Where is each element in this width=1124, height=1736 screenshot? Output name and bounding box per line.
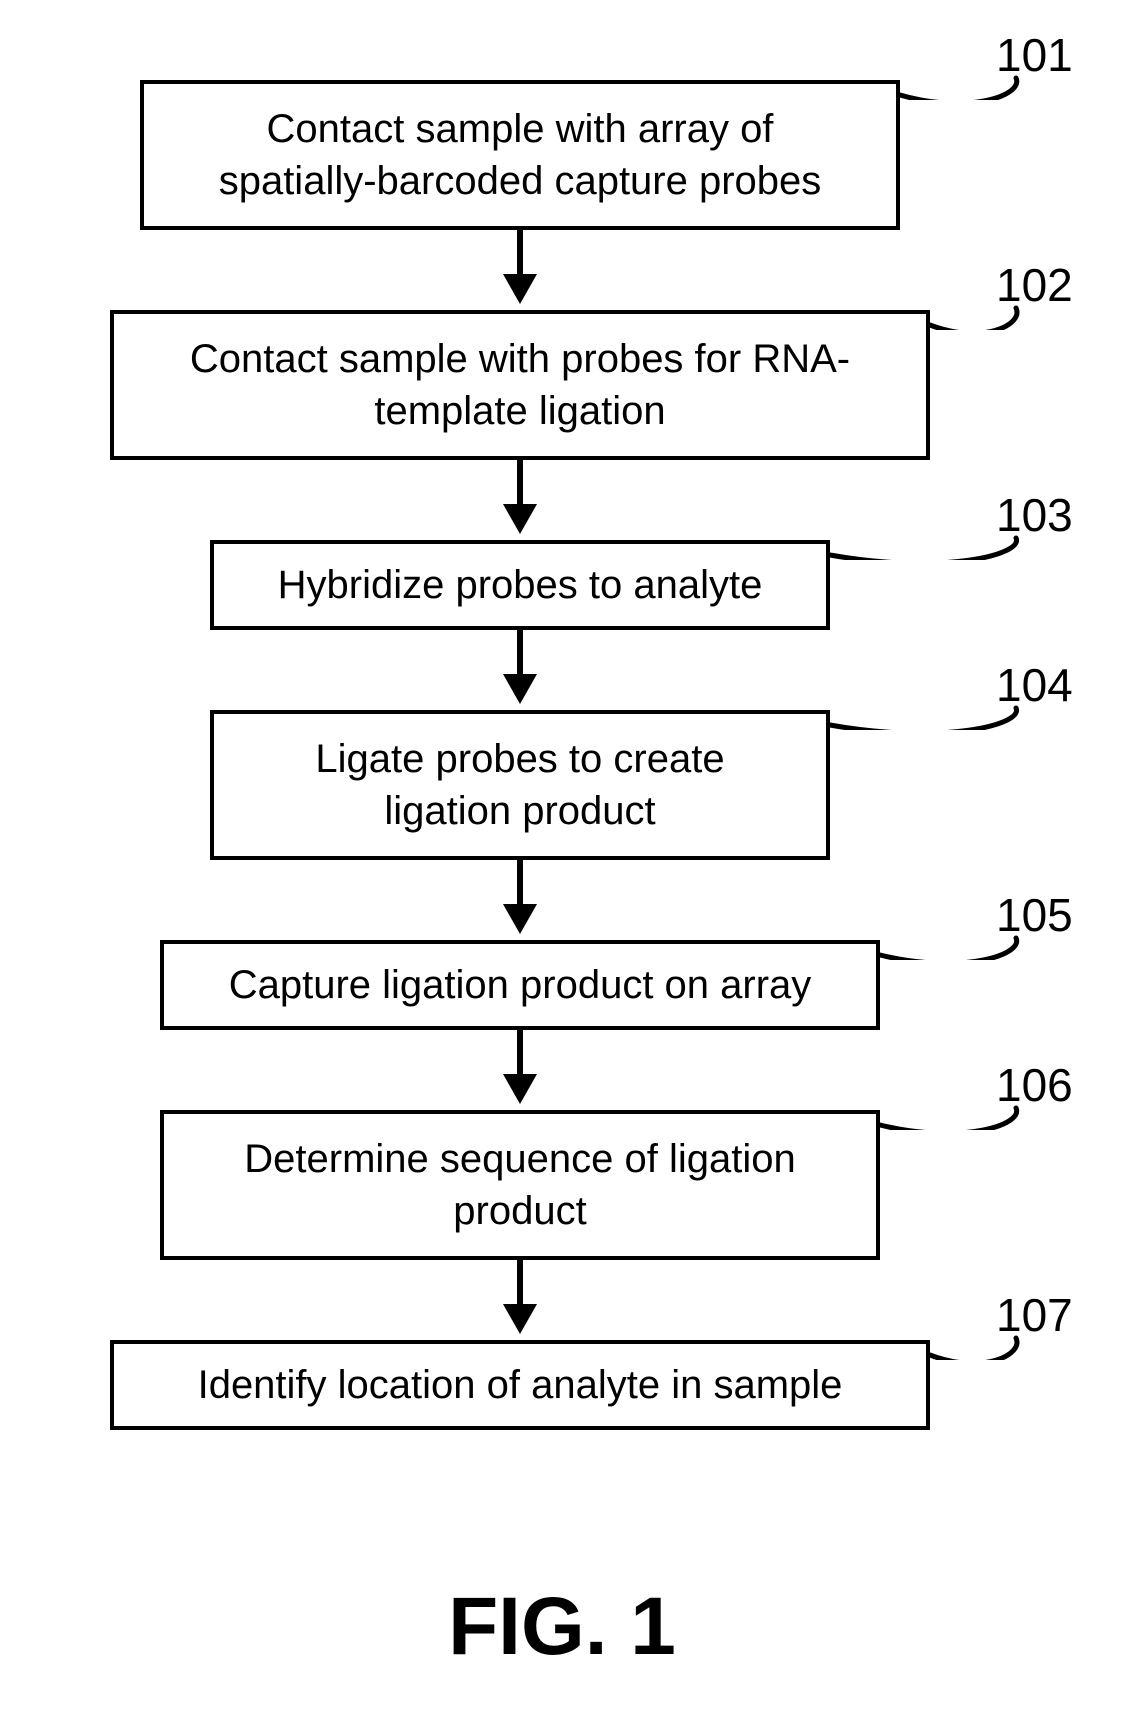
- flow-arrow: [80, 860, 960, 940]
- callout-curve-103: [820, 528, 1036, 560]
- flowchart-container: Contact sample with array ofspatially-ba…: [80, 80, 960, 1430]
- callout-curve-102: [920, 298, 1036, 330]
- callout-curve-107: [920, 1328, 1036, 1360]
- flow-arrow: [80, 1030, 960, 1110]
- flow-step-103: Hybridize probes to analyte: [210, 540, 830, 630]
- flow-step-102: Contact sample with probes for RNA-templ…: [110, 310, 930, 460]
- callout-curve-105: [870, 928, 1036, 960]
- flow-step-text: Identify location of analyte in sample: [180, 1349, 861, 1421]
- callout-curve-104: [820, 698, 1036, 730]
- flow-step-101: Contact sample with array ofspatially-ba…: [140, 80, 900, 230]
- flow-arrow: [80, 1260, 960, 1340]
- flow-step-text: Determine sequence of ligationproduct: [226, 1123, 813, 1247]
- flow-step-text: Capture ligation product on array: [211, 949, 830, 1021]
- figure-title: FIG. 1: [0, 1580, 1124, 1674]
- flow-step-text: Contact sample with array ofspatially-ba…: [201, 93, 840, 217]
- flow-step-text: Hybridize probes to analyte: [260, 549, 781, 621]
- callout-curve-101: [890, 68, 1036, 100]
- flow-step-107: Identify location of analyte in sample: [110, 1340, 930, 1430]
- callout-curve-106: [870, 1098, 1036, 1130]
- flow-step-text: Ligate probes to createligation product: [297, 723, 742, 847]
- flow-step-104: Ligate probes to createligation product: [210, 710, 830, 860]
- flow-arrow: [80, 230, 960, 310]
- flow-step-text: Contact sample with probes for RNA-templ…: [172, 323, 868, 447]
- flow-step-105: Capture ligation product on array: [160, 940, 880, 1030]
- flow-step-106: Determine sequence of ligationproduct: [160, 1110, 880, 1260]
